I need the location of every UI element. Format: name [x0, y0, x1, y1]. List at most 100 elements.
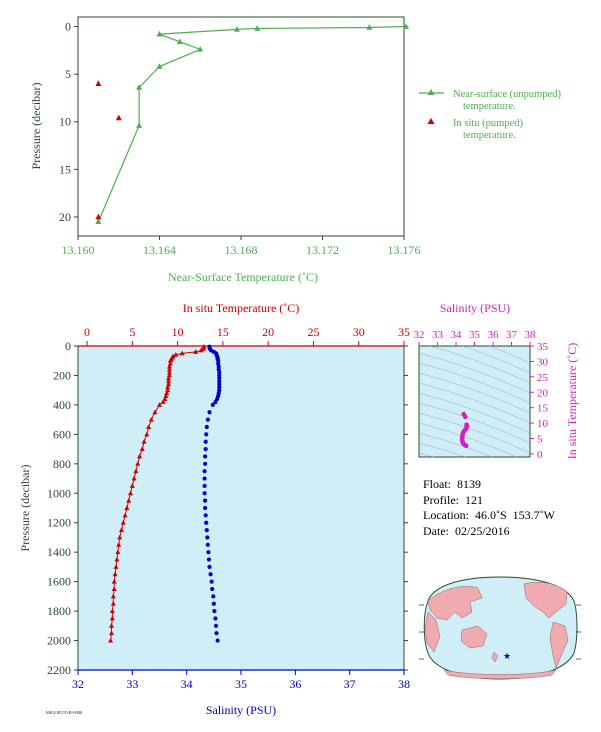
- near-surface-line: [97, 25, 407, 222]
- profile-y-tick-label: 600: [53, 427, 71, 441]
- salinity-point: [217, 373, 222, 378]
- map-land-new-zealand: [491, 651, 499, 663]
- temperature-point: [156, 402, 163, 407]
- temperature-point: [163, 393, 169, 399]
- ts-y-tick-label: 35: [537, 341, 549, 353]
- near-surface-plot-frame: [77, 16, 405, 237]
- temperature-point: [141, 438, 147, 444]
- temperature-point: [167, 357, 173, 363]
- ts-y-tick-label: 30: [537, 356, 549, 368]
- salinity-tick-label: 35: [235, 677, 247, 691]
- near-surface-x-tick-label: 13.176: [388, 243, 421, 257]
- temperature-point: [133, 468, 139, 474]
- profile-y-axis-label: Pressure (decibar): [18, 465, 32, 552]
- temperature-point: [137, 453, 143, 459]
- temperature-point: [115, 549, 121, 555]
- near-surface-point: [197, 46, 204, 52]
- ts-diagram: 32 33 34 35 36 37 38 0 5 10 15 20 25 30 35 Salinity (…: [414, 301, 580, 461]
- salinity-point: [207, 564, 212, 570]
- temperature-point: [110, 593, 116, 599]
- profile-y-tick-label: 1800: [47, 604, 71, 618]
- profile-top-axis-label: In situ Temperature (˚C): [183, 301, 300, 315]
- profile-y-tick-label: 1200: [47, 516, 71, 530]
- density-contour: [419, 362, 530, 404]
- near-surface-point: [95, 218, 102, 225]
- near-surface-point: [136, 122, 143, 128]
- profile-y-tick-label: 1000: [47, 486, 71, 500]
- footer-code: ARGOFLT0.R-0000: [45, 710, 83, 715]
- salinity-point: [202, 476, 207, 481]
- in-situ-pumped-point: [95, 80, 102, 86]
- in-situ-pumped-point: [95, 213, 102, 220]
- near-surface-point: [254, 25, 261, 31]
- temperature-point: [128, 490, 134, 496]
- salinity-point: [214, 631, 219, 636]
- map-land-north-america: [523, 582, 568, 619]
- temperature-point: [165, 387, 171, 393]
- profile-plot-background: [77, 345, 405, 671]
- temperature-tick-label: 10: [172, 325, 184, 339]
- ts-point: [463, 443, 469, 449]
- temperature-point: [122, 512, 128, 518]
- salinity-point: [203, 505, 208, 511]
- density-contour: [419, 372, 530, 414]
- density-contour: [419, 412, 530, 454]
- temperature-tick-label: 30: [353, 325, 365, 339]
- temperature-point: [164, 390, 170, 396]
- temperature-point: [144, 431, 150, 437]
- legend-label-in-situ-2: temperature.: [463, 130, 516, 141]
- salinity-point: [211, 594, 216, 599]
- salinity-point: [217, 370, 222, 375]
- density-contour: [489, 346, 530, 364]
- temperature-point: [166, 369, 172, 375]
- ts-y-tick-label: 15: [537, 403, 549, 415]
- temperature-point: [167, 360, 173, 366]
- ts-x-axis-label: Salinity (PSU): [440, 301, 510, 315]
- temperature-point: [109, 608, 115, 614]
- salinity-point: [203, 513, 208, 518]
- legend-marker-in-situ: [427, 118, 435, 124]
- salinity-point: [209, 579, 214, 584]
- salinity-tick-label: 37: [344, 677, 356, 691]
- profile-y-tick-label: 800: [53, 457, 71, 471]
- near-surface-y-tick-label: 5: [65, 67, 71, 81]
- profile-y-tick-label: 1400: [47, 545, 71, 559]
- legend-label-in-situ-1: In situ (pumped): [453, 118, 523, 129]
- ts-x-tick-label: 36: [488, 329, 500, 341]
- density-contour: [419, 352, 530, 394]
- near-surface-y-tick-label: 20: [59, 210, 71, 224]
- temperature-tick-label: 15: [217, 325, 229, 339]
- profile-number: Profile: 121: [423, 492, 483, 507]
- near-surface-point: [176, 38, 183, 45]
- salinity-point: [203, 454, 208, 459]
- near-surface-y-axis-label: Pressure (decibar): [29, 83, 43, 170]
- salinity-point: [207, 410, 212, 415]
- near-surface-y-tick-label: 0: [65, 20, 71, 34]
- ts-x-tick-label: 33: [432, 329, 444, 341]
- ts-x-tick-label: 34: [451, 329, 463, 341]
- salinity-point: [203, 498, 208, 503]
- salinity-point: [204, 520, 209, 525]
- map-land-south-america: [549, 621, 569, 669]
- float-number: Float: 8139: [423, 477, 482, 491]
- temperature-point: [108, 630, 115, 636]
- salinity-point: [217, 376, 222, 381]
- temperature-point: [166, 363, 172, 369]
- ts-x-tick-label: 38: [525, 329, 537, 341]
- near-surface-y-tick-label: 15: [59, 162, 71, 176]
- salinity-point: [216, 358, 221, 363]
- near-surface-legend: Near-surface (unpumped) temperature. In …: [419, 89, 561, 141]
- salinity-tick-label: 36: [289, 677, 301, 691]
- temperature-point: [110, 600, 116, 606]
- salinity-point: [204, 424, 209, 430]
- temperature-point: [111, 578, 117, 584]
- salinity-point: [216, 364, 221, 369]
- near-surface-point: [136, 84, 143, 90]
- temperature-point: [173, 352, 179, 357]
- temperature-point: [124, 505, 130, 510]
- density-contour: [419, 402, 530, 444]
- near-surface-x-tick-label: 13.164: [143, 243, 176, 257]
- temperature-point: [117, 534, 123, 540]
- salinity-point: [206, 557, 212, 562]
